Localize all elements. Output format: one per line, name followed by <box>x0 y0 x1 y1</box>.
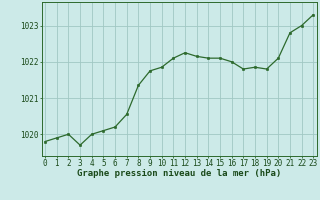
X-axis label: Graphe pression niveau de la mer (hPa): Graphe pression niveau de la mer (hPa) <box>77 169 281 178</box>
